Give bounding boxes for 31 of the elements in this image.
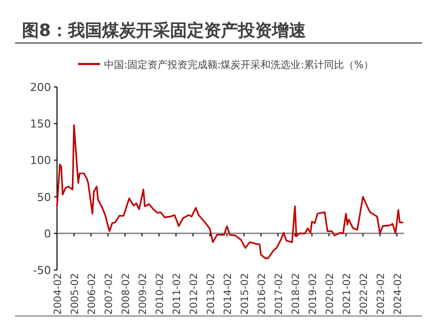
y-tick-label: -50 xyxy=(33,264,51,277)
x-tick-label: 2020-02 xyxy=(324,273,336,315)
x-tick-label: 2009-02 xyxy=(138,273,149,315)
y-tick-label: 0 xyxy=(44,227,51,240)
x-tick-label: 2023-02 xyxy=(376,273,387,315)
x-tick-label: 2015-02 xyxy=(240,273,251,315)
x-tick-label: 2021-02 xyxy=(342,273,353,315)
x-tick-label: 2007-02 xyxy=(104,273,115,315)
x-tick-label: 2006-02 xyxy=(86,273,98,315)
legend-label: 中国:固定资产投资完成额:煤炭开采和洗选业:累计同比（%） xyxy=(104,59,374,71)
x-tick-label: 2014-02 xyxy=(222,273,234,315)
x-tick-label: 2016-02 xyxy=(256,273,268,315)
y-tick-label: 50 xyxy=(37,190,51,204)
x-tick-label: 2013-02 xyxy=(206,273,217,315)
x-tick-label: 2005-02 xyxy=(70,273,81,315)
y-tick-label: 200 xyxy=(30,81,51,94)
x-tick-label: 2008-02 xyxy=(120,273,132,315)
x-tick-label: 2004-02 xyxy=(53,273,64,315)
line-series xyxy=(56,124,404,260)
x-tick-label: 2024-02 xyxy=(392,273,404,315)
legend: 中国:固定资产投资完成额:煤炭开采和洗选业:累计同比（%） xyxy=(78,60,374,71)
chart-title: 图8：我国煤炭开采固定资产投资增速 xyxy=(22,21,306,41)
x-tick-label: 2010-02 xyxy=(154,273,166,315)
y-tick-label: 150 xyxy=(30,118,51,131)
y-tick-label: 100 xyxy=(30,154,51,168)
x-tick-label: 2022-02 xyxy=(358,273,370,315)
x-tick-label: 2017-02 xyxy=(274,273,285,315)
x-tick-label: 2011-02 xyxy=(172,273,183,315)
x-tick-label: 2012-02 xyxy=(188,273,200,315)
x-tick-label: 2018-02 xyxy=(290,273,302,315)
x-tick-label: 2019-02 xyxy=(308,273,319,315)
